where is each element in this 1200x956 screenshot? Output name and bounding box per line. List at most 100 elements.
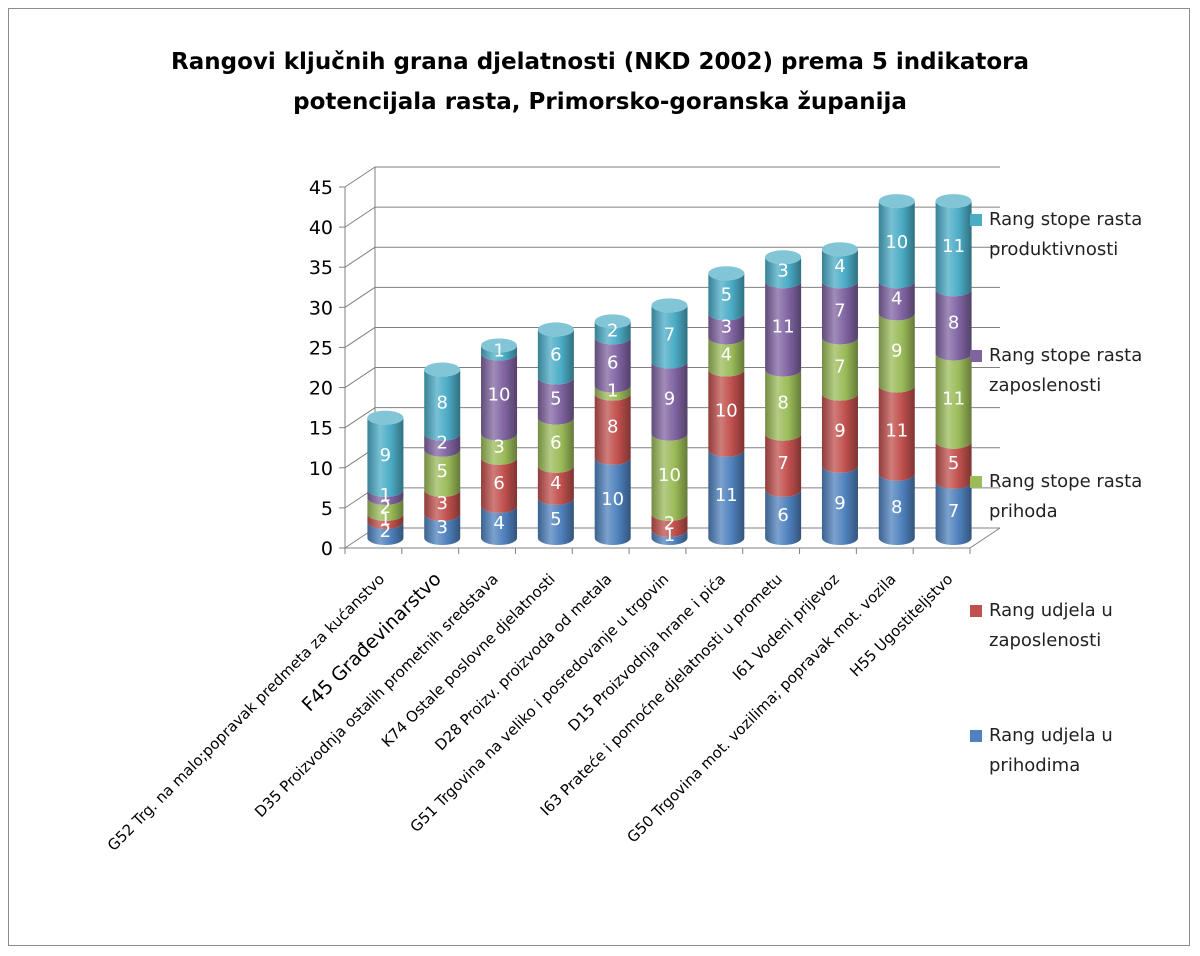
bar-segment — [594, 393, 631, 465]
data-label: 8 — [607, 417, 618, 438]
bar-segment — [878, 473, 915, 545]
bar-segment — [481, 353, 518, 441]
data-label: 1 — [380, 485, 391, 506]
data-label: 2 — [380, 521, 391, 542]
bar-segment — [367, 513, 404, 529]
legend-label-line: prihodima — [989, 755, 1081, 776]
bar-segment — [424, 489, 461, 521]
data-label: 9 — [664, 389, 675, 410]
data-label: 7 — [834, 300, 845, 321]
legend-label-line: Rang udjela u — [989, 725, 1113, 746]
bar-segment — [537, 377, 574, 425]
data-label: 6 — [550, 344, 561, 365]
data-label: 11 — [942, 389, 965, 410]
data-label: 10 — [488, 385, 511, 406]
data-label: 8 — [437, 393, 448, 414]
bar-stack: 3 3 5 2 8 — [424, 362, 461, 545]
y-tick-label: 35 — [309, 257, 333, 279]
gridline-diag — [344, 246, 376, 268]
bar-stack: 9 9 7 7 4 — [821, 242, 858, 545]
bar-segment — [537, 417, 574, 473]
data-label: 8 — [777, 393, 788, 414]
bar-top-cap — [481, 338, 518, 353]
floor-edge — [969, 527, 1001, 549]
y-tick-label: 30 — [309, 297, 333, 319]
x-tick-label: H55 Ugostiteljstvo — [846, 570, 956, 680]
y-tick-label: 20 — [309, 378, 333, 400]
bar-segment — [708, 449, 745, 545]
x-tick-label: I61 Vodeni prijevoz — [729, 570, 843, 684]
chart-title: Rangovi ključnih grana djelatnosti (NKD … — [0, 42, 1200, 122]
bar-top-cap — [878, 194, 915, 209]
bar-segment — [481, 345, 518, 361]
bar-segment — [537, 497, 574, 545]
x-tick-label: G51 Trgovina na veliko i posredovanje u … — [407, 570, 673, 836]
legend-swatch-udjel-zaposlenosti — [970, 605, 982, 617]
data-label: 4 — [891, 288, 902, 309]
bar-segment — [935, 441, 972, 489]
y-tick-label: 15 — [309, 418, 333, 440]
legend-label-line: produktivnosti — [989, 239, 1119, 260]
bar-segment — [821, 465, 858, 545]
gridline-diag — [344, 206, 376, 228]
data-label: 2 — [664, 513, 675, 534]
bar-segment — [481, 505, 518, 545]
data-label: 6 — [550, 433, 561, 454]
data-label: 4 — [721, 344, 732, 365]
data-label: 1 — [380, 509, 391, 530]
data-label: 1 — [493, 340, 504, 361]
bar-segment — [708, 369, 745, 457]
gridline-diag — [344, 286, 376, 308]
legend-swatch-produktivnosti — [970, 214, 982, 226]
bar-segment — [878, 281, 915, 321]
legend-swatch-zaposlenosti-rast — [970, 350, 982, 362]
bar-segment — [878, 313, 915, 393]
data-label: 5 — [437, 461, 448, 482]
data-label: 4 — [493, 513, 504, 534]
bar-segment — [765, 281, 802, 377]
data-label: 9 — [380, 445, 391, 466]
bar-segment — [651, 513, 688, 537]
legend-label-line: Rang stope rasta — [989, 209, 1143, 230]
legend-label-line: zaposlenosti — [989, 630, 1102, 651]
legend-label-line: zaposlenosti — [989, 375, 1102, 396]
x-tick-label: G50 Trgovina mot. vozilima; popravak mot… — [623, 570, 899, 846]
bar-segment — [935, 289, 972, 361]
bar-stack: 7 5 11 8 11 — [935, 194, 972, 545]
bar-segment — [424, 449, 461, 497]
data-label: 9 — [834, 421, 845, 442]
data-label: 7 — [664, 324, 675, 345]
bar-segment — [935, 201, 972, 297]
bar-segment — [935, 353, 972, 449]
bar-segment — [481, 457, 518, 513]
bar-segment — [367, 417, 404, 497]
data-label: 3 — [777, 260, 788, 281]
bar-stack: 10 8 1 6 2 — [594, 314, 631, 545]
legend-swatch-udjel-prihodi — [970, 730, 982, 742]
bar-top-cap — [367, 410, 404, 425]
y-tick-label: 5 — [321, 498, 333, 520]
data-label: 10 — [601, 489, 624, 510]
data-label: 6 — [493, 473, 504, 494]
bar-segment — [708, 337, 745, 377]
bar-segment — [935, 481, 972, 545]
bar-segment — [367, 489, 404, 505]
legend-label-line: Rang stope rasta — [989, 471, 1143, 492]
bar-stack: 4 6 3 10 1 — [481, 338, 518, 545]
data-label: 3 — [493, 437, 504, 458]
bar-segment — [821, 337, 858, 401]
data-label: 10 — [658, 465, 681, 486]
bar-segment — [424, 433, 461, 457]
y-tick-label: 45 — [309, 177, 333, 199]
bar-segment — [708, 313, 745, 345]
data-label: 5 — [550, 389, 561, 410]
y-tick-label: 40 — [309, 217, 333, 239]
bar-top-cap — [708, 266, 745, 281]
bar-segment — [594, 457, 631, 545]
data-label: 6 — [777, 505, 788, 526]
legend-label-line: prihoda — [989, 501, 1058, 522]
data-label: 10 — [715, 401, 738, 422]
bar-stack: 5 4 6 5 6 — [537, 322, 574, 545]
chart-title-line-1: Rangovi ključnih grana djelatnosti (NKD … — [171, 49, 1029, 75]
